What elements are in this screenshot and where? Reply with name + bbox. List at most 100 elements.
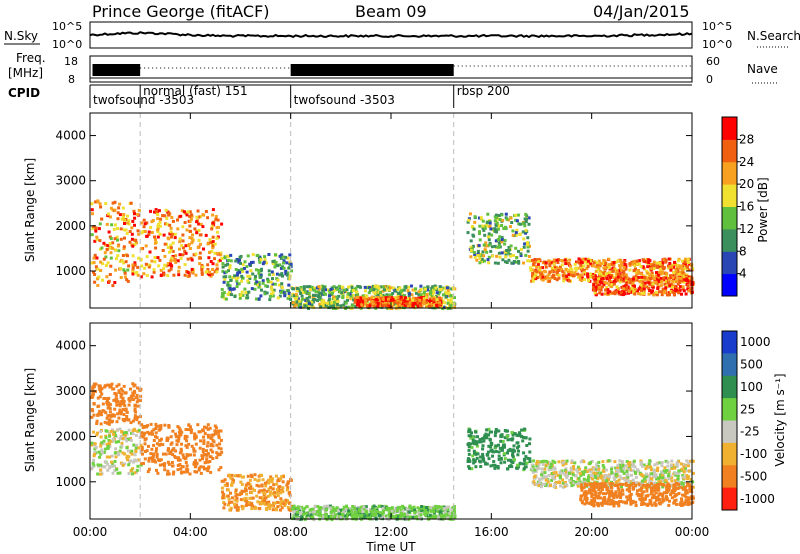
data-cell (258, 489, 262, 493)
data-cell (505, 251, 509, 254)
data-cell (552, 262, 556, 266)
data-cell (192, 253, 196, 257)
data-cell (262, 260, 266, 264)
data-cell (296, 303, 300, 307)
data-cell (324, 508, 328, 512)
data-cell (171, 219, 175, 223)
data-cell (606, 476, 610, 480)
data-cell (488, 430, 492, 434)
data-cell (109, 420, 113, 424)
data-cell (524, 231, 528, 235)
data-cell (195, 231, 199, 235)
data-cell (213, 242, 217, 246)
data-cell (532, 275, 536, 279)
data-cell (681, 482, 685, 486)
data-cell (331, 290, 335, 293)
data-cell (430, 516, 433, 520)
data-cell (605, 281, 609, 285)
data-cell (596, 464, 600, 468)
data-cell (105, 222, 109, 226)
data-cell (167, 269, 171, 273)
data-cell (598, 291, 602, 295)
data-cell (363, 298, 367, 302)
data-cell (384, 298, 388, 302)
data-cell (209, 470, 213, 474)
data-cell (429, 290, 433, 294)
data-cell (469, 239, 473, 243)
data-cell (518, 232, 522, 236)
data-cell (388, 507, 391, 510)
data-cell (520, 435, 524, 439)
data-cell (109, 256, 113, 260)
data-cell (331, 512, 335, 516)
data-cell (206, 263, 210, 267)
data-cell (225, 484, 229, 488)
data-cell (322, 515, 326, 519)
data-cell (180, 442, 183, 446)
data-cell (398, 505, 402, 509)
data-cell (446, 508, 450, 512)
data-cell (618, 470, 622, 474)
data-cell (257, 281, 261, 285)
data-cell (519, 247, 523, 251)
data-cell (516, 453, 520, 457)
data-cell (337, 294, 341, 298)
data-cell (487, 261, 491, 265)
data-cell (163, 464, 166, 468)
data-cell (317, 287, 321, 291)
data-cell (127, 463, 131, 467)
data-cell (605, 474, 608, 478)
data-cell (525, 444, 529, 447)
data-cell (147, 467, 151, 471)
data-cell (208, 455, 212, 459)
data-cell (678, 484, 682, 488)
data-cell (420, 508, 424, 512)
data-cell (367, 513, 371, 517)
data-cell (407, 298, 411, 302)
data-cell (209, 436, 213, 440)
data-cell (305, 297, 309, 301)
data-cell (250, 507, 254, 511)
data-cell (125, 415, 129, 418)
data-cell (446, 298, 450, 302)
data-cell (439, 296, 443, 300)
data-cell (561, 471, 565, 475)
data-cell (99, 269, 103, 272)
data-cell (112, 432, 116, 436)
data-cell (184, 461, 188, 464)
data-cell (271, 294, 275, 298)
data-cell (167, 425, 171, 429)
data-cell (202, 442, 206, 445)
data-cell (400, 288, 404, 292)
data-cell (123, 275, 127, 279)
data-cell (514, 246, 518, 250)
data-cell (179, 433, 183, 437)
data-cell (471, 436, 475, 440)
data-cell (135, 241, 138, 245)
data-cell (113, 208, 117, 212)
data-cell (240, 279, 244, 283)
data-cell (645, 269, 649, 273)
data-cell (637, 271, 641, 275)
data-cell (474, 430, 478, 434)
data-cell (381, 285, 385, 289)
data-cell (96, 267, 100, 271)
data-cell (640, 275, 644, 279)
data-cell (589, 272, 593, 276)
data-cell (681, 463, 685, 467)
data-cell (281, 480, 285, 484)
data-cell (525, 243, 529, 247)
data-cell (114, 455, 118, 459)
data-cell (402, 298, 406, 302)
data-cell (650, 291, 654, 295)
data-cell (272, 483, 276, 487)
data-cell (119, 267, 123, 270)
data-cell (347, 285, 350, 289)
data-cell (324, 303, 328, 307)
data-cell (479, 440, 483, 444)
data-cell (401, 510, 405, 514)
data-cell (686, 275, 690, 279)
data-cell (281, 475, 285, 479)
data-cell (640, 461, 644, 464)
data-cell (406, 297, 409, 301)
